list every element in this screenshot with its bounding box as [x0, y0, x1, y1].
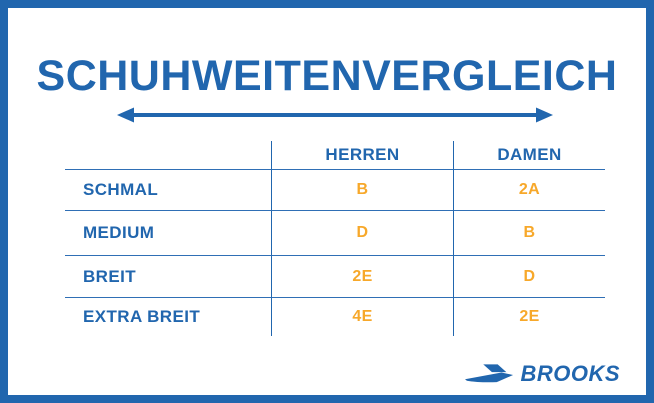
brand-wordmark: BROOKS: [520, 361, 620, 386]
cell-extra-breit-herren: 4E: [271, 298, 453, 336]
column-header-damen: DAMEN: [453, 141, 605, 170]
row-label-breit: BREIT: [65, 256, 271, 298]
header-empty-cell: [65, 141, 271, 170]
brooks-chevron-icon: [465, 364, 514, 383]
brooks-logo: BROOKS: [465, 361, 620, 387]
cell-schmal-damen: 2A: [453, 170, 605, 211]
row-label-medium: MEDIUM: [65, 211, 271, 256]
column-header-herren: HERREN: [271, 141, 453, 170]
page-title: SCHUHWEITENVERGLEICH: [36, 52, 618, 100]
cell-medium-herren: D: [271, 211, 453, 256]
cell-breit-herren: 2E: [271, 256, 453, 298]
cell-extra-breit-damen: 2E: [453, 298, 605, 336]
row-label-extra-breit: EXTRA BREIT: [83, 307, 201, 326]
cell-schmal-herren: B: [271, 170, 453, 211]
double-arrow-icon: [116, 106, 554, 124]
double-arrow-svg: [117, 107, 553, 123]
cell-medium-damen: B: [453, 211, 605, 256]
width-comparison-table: HERREN DAMEN SCHMAL B 2A MEDIUM D B BREI…: [65, 141, 605, 336]
cell-breit-damen: D: [453, 256, 605, 298]
row-label-schmal: SCHMAL: [65, 170, 271, 211]
